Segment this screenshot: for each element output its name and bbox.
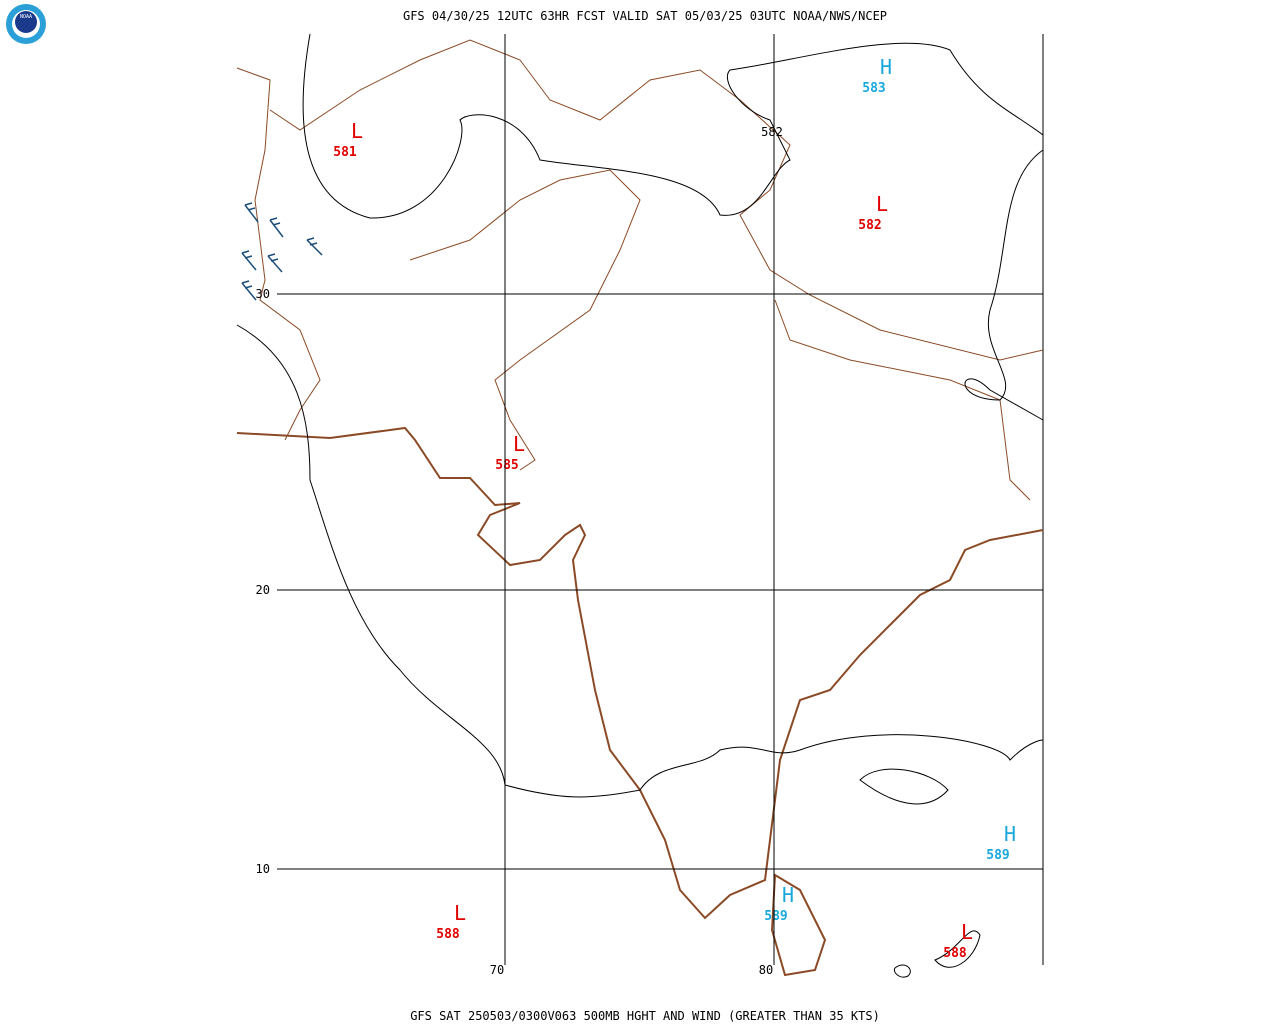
- center-symbol: L: [351, 119, 363, 143]
- center-symbol: H: [1004, 822, 1016, 846]
- latitude-label: 10: [256, 862, 270, 876]
- center-value: 588: [436, 927, 460, 942]
- center-symbol: H: [880, 55, 892, 79]
- coastlines: [236, 426, 1044, 977]
- logo: NOAA: [6, 4, 46, 44]
- contour-label: 582: [761, 125, 783, 139]
- center-symbol: L: [876, 192, 888, 216]
- borders: [236, 39, 1044, 501]
- logo-text: NOAA: [20, 14, 32, 20]
- center-symbol: L: [454, 901, 466, 925]
- center-value: 582: [858, 218, 881, 233]
- footer-caption: GFS SAT 250503/0300V063 500MB HGHT AND W…: [410, 1009, 880, 1023]
- center-value: 589: [764, 909, 787, 924]
- longitude-label: 80: [759, 963, 773, 977]
- center-value: 585: [495, 458, 518, 473]
- header-title: GFS 04/30/25 12UTC 63HR FCST VALID SAT 0…: [403, 9, 887, 23]
- latitude-label: 30: [256, 287, 270, 301]
- latitude-label: 20: [256, 583, 270, 597]
- center-symbol: L: [513, 432, 525, 456]
- height-contours: [236, 33, 1044, 978]
- center-value: 581: [333, 145, 357, 160]
- center-value: 583: [862, 81, 885, 96]
- center-value: 588: [943, 946, 967, 961]
- center-value: 589: [986, 848, 1009, 863]
- center-symbol: L: [961, 920, 973, 944]
- longitude-label: 70: [490, 963, 504, 977]
- center-symbol: H: [782, 883, 794, 907]
- labels: L 581 H 583 L 582 L 585 H 589 H 589 L 588 L 588 582: [333, 55, 1016, 961]
- wind-barbs: [241, 202, 323, 301]
